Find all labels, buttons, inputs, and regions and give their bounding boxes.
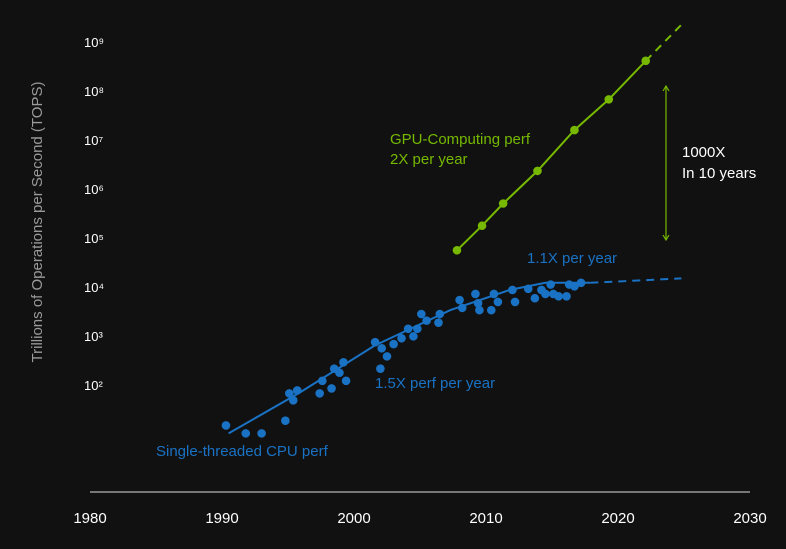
y-tick-label: 10⁸ — [84, 84, 104, 99]
annotation: 1000X — [682, 144, 725, 161]
data-point — [530, 293, 540, 303]
data-point — [562, 291, 571, 301]
data-point — [285, 389, 294, 398]
series-line — [644, 23, 683, 62]
data-point — [241, 429, 251, 438]
x-tick-label: 2010 — [469, 510, 502, 527]
x-tick-label: 1980 — [73, 510, 106, 527]
data-point — [477, 221, 487, 231]
data-point — [570, 125, 579, 135]
y-tick-label: 10⁴ — [84, 280, 104, 295]
arrow-head — [662, 84, 670, 92]
data-point — [335, 368, 344, 378]
y-tick-label: 10⁶ — [84, 182, 104, 197]
x-tick-label: 2030 — [733, 510, 766, 527]
data-point — [475, 305, 484, 315]
data-point — [471, 289, 480, 299]
data-point — [604, 95, 614, 104]
y-tick-label: 10⁵ — [84, 231, 104, 246]
data-point — [486, 305, 496, 315]
data-point — [533, 166, 542, 176]
y-tick-label: 10² — [84, 378, 103, 393]
data-point — [510, 297, 520, 307]
y-tick-label: 10⁹ — [84, 35, 104, 50]
data-point — [221, 421, 231, 430]
x-tick-label: 2020 — [601, 510, 634, 527]
arrow — [662, 84, 670, 242]
arrow-head — [662, 234, 670, 242]
data-point — [376, 364, 385, 373]
data-point — [377, 343, 387, 353]
annotation: 1.1X per year — [527, 250, 617, 267]
series-line — [590, 277, 682, 284]
data-point — [281, 416, 290, 425]
annotation: GPU-Computing perf — [390, 131, 531, 148]
data-point — [409, 332, 418, 341]
data-point — [257, 429, 266, 438]
data-point — [541, 289, 550, 299]
data-point — [397, 333, 406, 343]
data-point — [417, 309, 426, 319]
series-line — [228, 281, 591, 435]
y-tick-label: 10³ — [84, 329, 103, 344]
data-point — [341, 376, 351, 386]
data-point — [546, 280, 555, 289]
x-tick-label: 1990 — [205, 510, 238, 527]
data-point — [455, 295, 464, 305]
data-point — [382, 352, 392, 361]
y-tick-label: 10⁷ — [84, 133, 103, 148]
data-point — [315, 389, 324, 398]
y-axis-title: Trillions of Operations per Second (TOPS… — [29, 82, 46, 363]
annotation: Single-threaded CPU perf — [156, 443, 329, 460]
x-tick-label: 2000 — [337, 510, 370, 527]
data-point — [389, 339, 398, 349]
data-point — [498, 199, 508, 208]
data-point — [327, 384, 336, 393]
data-point — [493, 297, 503, 307]
annotation: 2X per year — [390, 151, 468, 168]
data-point — [554, 291, 563, 301]
annotation: 1.5X perf per year — [375, 375, 495, 392]
data-point — [434, 318, 443, 327]
annotation: In 10 years — [682, 165, 756, 182]
data-point — [452, 245, 462, 255]
data-point — [570, 282, 579, 291]
